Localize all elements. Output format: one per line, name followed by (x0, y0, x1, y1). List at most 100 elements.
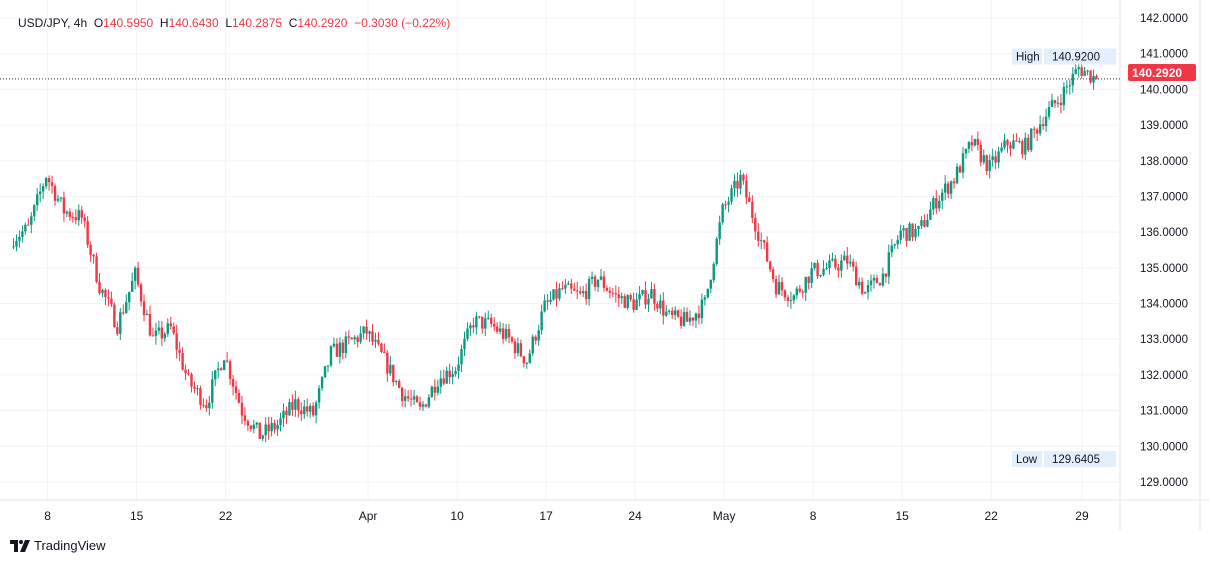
candle-body (430, 386, 434, 398)
candle-body (341, 342, 345, 353)
candle-body (561, 288, 564, 290)
price-tick-label: 130.0000 (1140, 441, 1188, 453)
time-tick-label: 22 (985, 509, 999, 523)
candle-body (721, 204, 724, 223)
candle-body (893, 244, 896, 246)
candle-body (911, 223, 914, 238)
candle-body (528, 353, 531, 363)
candle-body (908, 223, 911, 241)
candle-body (771, 269, 775, 280)
open-value: 140.5950 (103, 16, 154, 30)
candle-body (320, 377, 324, 389)
candle-body (451, 374, 454, 378)
candle-body (570, 283, 573, 289)
candle-body (409, 398, 413, 400)
candle-body (89, 244, 92, 255)
candle-body (225, 360, 229, 362)
candle-body (18, 236, 21, 241)
candle-body (697, 313, 701, 319)
candle-body (546, 300, 549, 302)
candle-body (475, 316, 478, 328)
candle-body (576, 290, 579, 292)
candle-body (184, 369, 187, 374)
time-tick-label: May (713, 509, 736, 523)
candle-body (777, 282, 781, 295)
candle-body (943, 183, 947, 193)
candle-body (297, 399, 300, 411)
candle-body (125, 302, 128, 313)
candle-body (50, 182, 54, 186)
candle-body (119, 312, 122, 334)
price-tick-label: 137.0000 (1140, 191, 1188, 203)
tradingview-logo[interactable]: TradingView (10, 538, 106, 553)
candle-body (77, 210, 80, 221)
candle-body (1006, 140, 1009, 146)
time-tick-label: Apr (359, 509, 378, 523)
candle-body (929, 209, 932, 220)
candle-body (540, 311, 543, 331)
candle-body (104, 289, 107, 298)
candle-body (478, 316, 481, 318)
candle-body (534, 336, 537, 341)
candle-body (668, 310, 671, 312)
candle-body (682, 311, 686, 326)
candle-body (166, 323, 169, 334)
close-label: C (288, 16, 298, 30)
candle-body (679, 316, 683, 326)
candle-body (222, 360, 226, 371)
candle-body (537, 330, 540, 341)
candle-body (849, 261, 852, 264)
candle-body (1012, 140, 1015, 149)
candle-body (751, 201, 754, 218)
candle-body (1047, 107, 1051, 117)
time-tick-label: 17 (539, 509, 553, 523)
candle-body (1038, 124, 1042, 134)
candle-body (487, 317, 490, 319)
candle-body (507, 329, 511, 338)
candle-body (1003, 140, 1006, 148)
candle-body (288, 402, 291, 416)
price-chart[interactable]: 142.0000 141.0000 140.0000 139.0000 138.0000… (0, 0, 1209, 530)
candle-body (905, 228, 908, 241)
candle-body (694, 313, 698, 321)
candle-body (436, 386, 439, 393)
candle-body (291, 402, 294, 410)
candle-body (128, 291, 131, 303)
candle-body (1071, 73, 1074, 86)
candle-body (525, 362, 529, 364)
price-tick-label: 139.0000 (1140, 120, 1188, 132)
candle-body (365, 326, 368, 334)
candle-body (371, 331, 374, 342)
candle-body (317, 388, 321, 403)
candle-body (335, 343, 339, 357)
ohlc-legend: USD/JPY, 4h O140.5950 H140.6430 L140.287… (18, 16, 450, 30)
candle-body (74, 217, 77, 221)
candle-body (15, 240, 18, 247)
candle-body (620, 296, 623, 299)
candle-body (148, 313, 152, 336)
candle-body (208, 402, 211, 409)
candle-body (626, 295, 629, 308)
low-label-bg (1012, 451, 1042, 468)
candle-body (249, 425, 253, 429)
candle-body (62, 197, 66, 214)
candle-body (130, 280, 134, 292)
candle-body (101, 289, 104, 294)
candle-body (899, 230, 902, 240)
candle-body (914, 229, 917, 238)
high-label: H (159, 16, 169, 30)
candle-body (154, 330, 158, 336)
candle-body (632, 299, 635, 310)
candle-body (1089, 70, 1092, 83)
low-value: 129.6405 (1052, 454, 1100, 466)
candle-body (552, 289, 555, 300)
candle-body (890, 245, 893, 253)
candle-body (920, 220, 923, 226)
candle-body (234, 386, 238, 393)
candle-body (691, 317, 695, 321)
candle-body (745, 180, 748, 198)
candle-body (415, 396, 419, 403)
candle-body (510, 337, 514, 342)
price-tick-label: 141.0000 (1140, 49, 1188, 61)
